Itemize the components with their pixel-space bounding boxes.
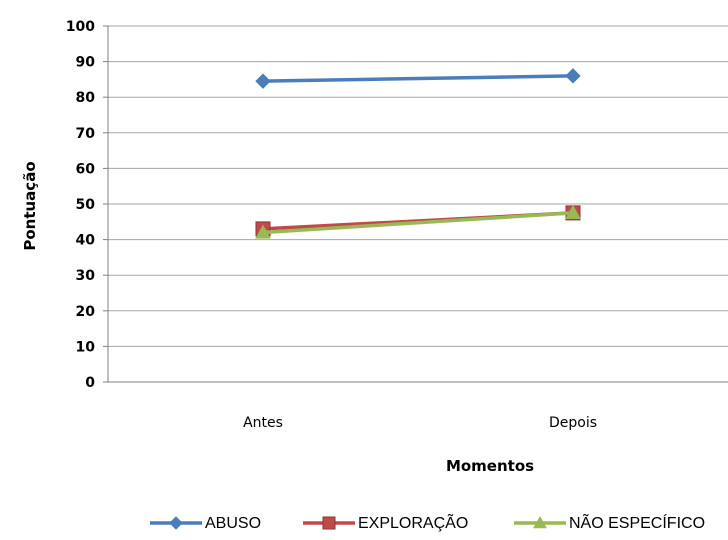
legend-marker: [169, 516, 183, 530]
y-axis-title: Pontuação: [21, 161, 39, 250]
legend-marker: [322, 516, 336, 530]
y-tick-label: 10: [76, 339, 96, 355]
legend-marker: [533, 515, 547, 529]
data-point-nao-especifico: [565, 204, 581, 219]
gridlines: [108, 25, 728, 347]
series-nao-especifico: [255, 204, 581, 239]
y-tick-label: 0: [85, 375, 95, 391]
y-tick-label: 50: [76, 197, 96, 213]
legend-item-abuso: ABUSO: [150, 515, 261, 532]
data-point-abuso: [565, 68, 581, 84]
legend-label: ABUSO: [205, 515, 261, 532]
x-tick-label: Antes: [243, 415, 283, 431]
series-line-nao-especifico: [262, 211, 574, 235]
y-tick-label: 40: [76, 233, 96, 249]
y-tick-label: 80: [76, 90, 96, 106]
legend-item-exploracao: EXPLORAÇÃO: [303, 512, 468, 532]
series-line-abuso: [262, 74, 574, 83]
x-tick-label: Depois: [549, 415, 597, 431]
data-point-abuso: [255, 73, 271, 89]
legend: ABUSO EXPLORAÇÃO NÃO ESPECÍFICO: [150, 512, 705, 532]
y-tick-label: 70: [76, 126, 96, 142]
y-tick-label: 100: [66, 19, 95, 35]
legend-item-nao-especifico: NÃO ESPECÍFICO: [514, 512, 705, 532]
x-axis-title: Momentos: [446, 457, 534, 475]
data-point-nao-especifico: [255, 224, 271, 239]
y-axis-ticks: 0 10 20 30 40 50 60 70 80 90 100: [66, 19, 108, 391]
series-group: [255, 68, 581, 239]
y-tick-label: 90: [76, 55, 96, 71]
x-axis-ticks: Antes Depois: [243, 415, 597, 431]
legend-label: NÃO ESPECÍFICO: [569, 512, 705, 532]
y-tick-label: 30: [76, 268, 96, 284]
legend-label: EXPLORAÇÃO: [358, 512, 468, 532]
y-tick-label: 60: [76, 161, 96, 177]
y-tick-label: 20: [76, 304, 96, 320]
series-abuso: [255, 68, 581, 89]
